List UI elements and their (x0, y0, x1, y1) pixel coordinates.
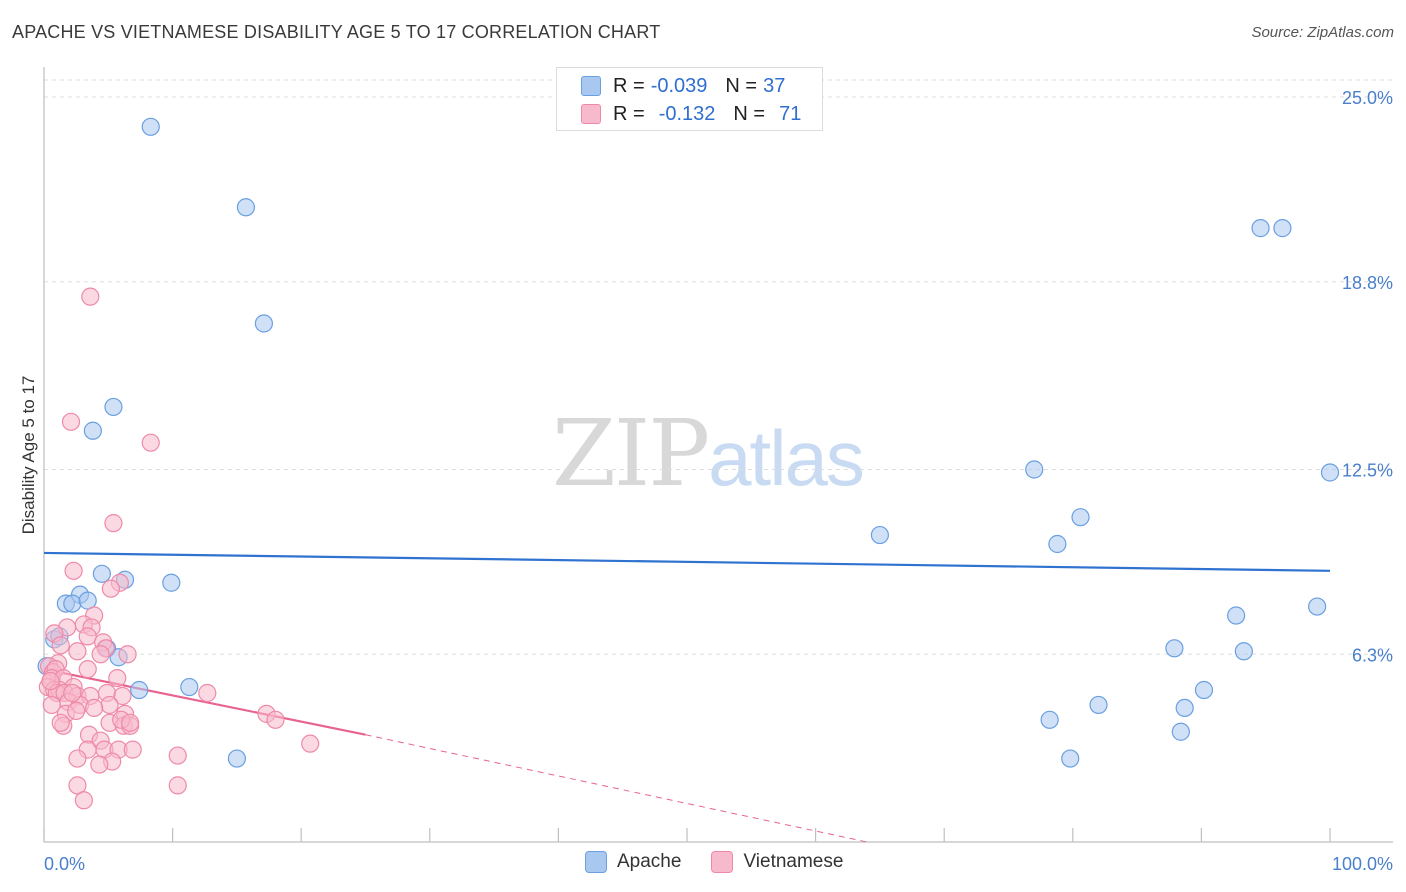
watermark-atlas: atlas (708, 414, 865, 502)
vietnamese-point (113, 686, 132, 706)
apache-swatch (581, 76, 601, 96)
apache-point (92, 564, 111, 583)
y-tick-label: 12.5% (1342, 461, 1393, 481)
y-axis-label: Disability Age 5 to 17 (19, 376, 38, 535)
apache-trend-line (43, 551, 1331, 572)
vietnamese-point (301, 734, 320, 753)
y-tick-label: 25.0% (1342, 88, 1393, 108)
legend-row-apache: R = -0.039 N = 37 (581, 73, 785, 99)
source-label: Source: ZipAtlas.com (1251, 24, 1394, 41)
vietnamese-point (81, 287, 100, 306)
vietnamese-point (100, 695, 119, 715)
apache-legend-swatch (585, 851, 607, 873)
vietnamese-r-label: R = (613, 102, 645, 125)
legend-item-vietnamese: Vietnamese (711, 851, 843, 873)
vietnamese-n-label: N = (733, 102, 766, 125)
vietnamese-point (123, 740, 142, 759)
apache-point (1175, 698, 1194, 718)
data-points (37, 117, 1340, 810)
vietnamese-point (64, 561, 83, 580)
apache-n-label: N = (725, 74, 758, 97)
apache-point (1273, 219, 1292, 238)
vietnamese-swatch (581, 104, 601, 124)
apache-point (1227, 606, 1246, 625)
apache-point (63, 594, 82, 613)
apache-point (83, 421, 102, 440)
tick-labels: 6.3% 12.5% 18.8% 25.0% 0.0% 100.0% Disability … (19, 88, 1393, 874)
legend-row-vietnamese: R = -0.132 N = 71 (581, 101, 801, 127)
apache-point (1251, 219, 1270, 238)
vietnamese-point (168, 746, 187, 765)
apache-point (1089, 695, 1108, 715)
vietnamese-n-value: 71 (779, 102, 802, 125)
apache-point (1025, 460, 1044, 479)
vietnamese-point (198, 683, 217, 703)
watermark: ZIPatlas (552, 400, 865, 507)
apache-point (1165, 639, 1184, 658)
series-legend: Apache Vietnamese (585, 851, 873, 873)
apache-legend-label: Apache (617, 851, 682, 872)
apache-point (1040, 710, 1059, 729)
vietnamese-trend-line (365, 734, 868, 843)
vietnamese-point (78, 660, 97, 679)
apache-point (870, 525, 890, 545)
vietnamese-legend-swatch (711, 851, 734, 873)
vietnamese-trend-line (43, 668, 366, 736)
apache-point (141, 117, 160, 136)
vietnamese-point (68, 642, 87, 661)
legend-item-apache: Apache (585, 851, 681, 873)
correlation-legend: R = -0.039 N = 37 R = -0.132 N = 71 (556, 67, 823, 131)
vietnamese-point (68, 749, 87, 768)
apache-point (254, 314, 274, 333)
vietnamese-point (168, 776, 187, 795)
x-tick-label: 0.0% (44, 854, 85, 874)
apache-point (162, 573, 181, 592)
axes (43, 67, 1393, 843)
vietnamese-point (67, 701, 86, 720)
apache-point (104, 397, 123, 417)
apache-point (1234, 642, 1253, 661)
y-tick-label: 18.8% (1342, 273, 1393, 293)
apache-r-label: R = (613, 74, 645, 97)
vietnamese-point (63, 683, 82, 703)
vietnamese-point (78, 627, 97, 646)
vietnamese-point (91, 645, 110, 664)
apache-point (1320, 463, 1340, 482)
vietnamese-point (121, 713, 140, 732)
apache-point (1061, 749, 1080, 768)
y-tick-label: 6.3% (1352, 645, 1393, 665)
apache-point (1071, 508, 1090, 527)
vietnamese-point (101, 579, 120, 598)
apache-point (1048, 534, 1067, 554)
vietnamese-point (108, 668, 127, 688)
apache-r-value: -0.039 (650, 74, 708, 97)
apache-point (227, 749, 246, 768)
trend-lines (43, 551, 1331, 843)
vietnamese-legend-label: Vietnamese (743, 851, 844, 872)
apache-point (130, 680, 149, 700)
vietnamese-point (51, 713, 70, 732)
vietnamese-point (85, 698, 104, 718)
apache-point (1308, 597, 1327, 616)
vietnamese-point (61, 412, 81, 431)
apache-point (1171, 722, 1190, 741)
vietnamese-point (51, 636, 70, 655)
watermark-zip: ZIP (552, 400, 710, 507)
vietnamese-point (118, 645, 137, 664)
vietnamese-point (104, 514, 123, 533)
vietnamese-point (141, 433, 160, 452)
chart-title: APACHE VS VIETNAMESE DISABILITY AGE 5 TO… (12, 22, 661, 42)
apache-point (180, 677, 199, 697)
apache-n-value: 37 (763, 74, 786, 97)
apache-point (236, 198, 256, 217)
vietnamese-point (90, 755, 109, 774)
x-tick-label: 100.0% (1332, 854, 1393, 874)
vietnamese-r-value: -0.132 (658, 102, 716, 125)
apache-point (1194, 680, 1214, 700)
vietnamese-point (41, 671, 60, 691)
vietnamese-point (74, 791, 93, 810)
vietnamese-point (266, 710, 285, 729)
